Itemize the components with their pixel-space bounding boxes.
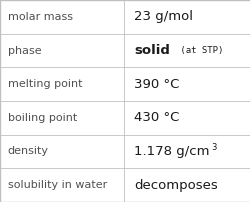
Text: 430 °C: 430 °C: [134, 111, 179, 124]
Text: molar mass: molar mass: [8, 12, 72, 22]
Text: 3: 3: [210, 143, 216, 152]
Text: boiling point: boiling point: [8, 113, 76, 123]
Text: density: density: [8, 146, 48, 157]
Text: phase: phase: [8, 45, 41, 56]
Text: solid: solid: [134, 44, 170, 57]
Text: decomposes: decomposes: [134, 179, 217, 192]
Text: (at STP): (at STP): [174, 46, 223, 55]
Text: 1.178 g/cm: 1.178 g/cm: [134, 145, 209, 158]
Text: 23 g/mol: 23 g/mol: [134, 10, 192, 23]
Text: 390 °C: 390 °C: [134, 78, 179, 91]
Text: solubility in water: solubility in water: [8, 180, 106, 190]
Text: melting point: melting point: [8, 79, 82, 89]
